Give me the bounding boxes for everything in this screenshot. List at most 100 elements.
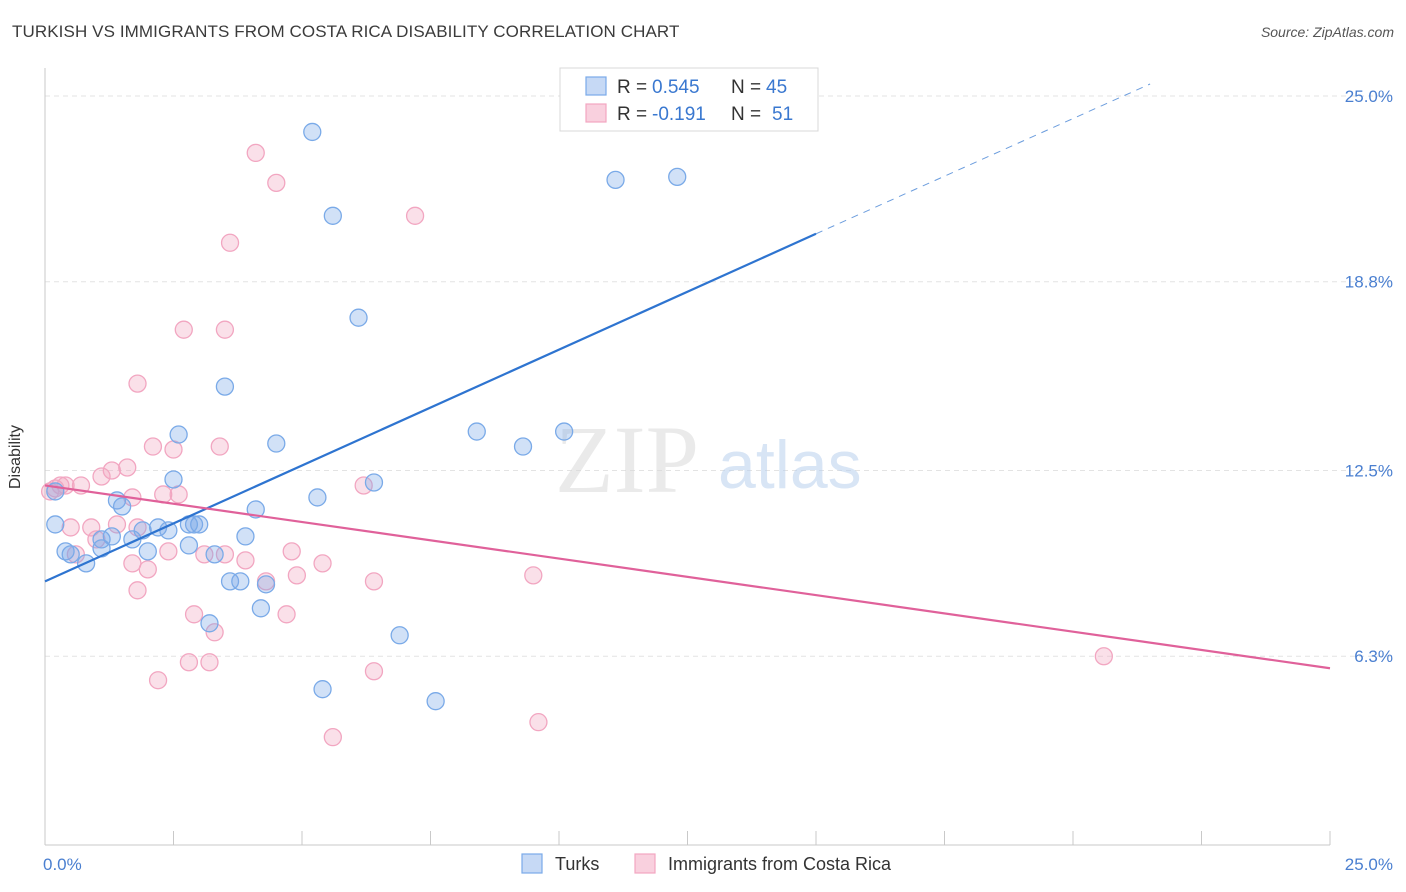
turks-point [169, 425, 188, 444]
turks-point [102, 527, 121, 546]
costa-rica-point [148, 671, 168, 690]
chart-source: Source: ZipAtlas.com [1260, 24, 1394, 40]
costa-rica-point [236, 551, 255, 570]
costa-rica-point [313, 554, 332, 573]
turks-point [164, 470, 183, 489]
costa-rica-point [323, 727, 342, 747]
costa-rica-point [184, 605, 204, 624]
turks-point [138, 542, 157, 561]
y-tick-label: 18.8% [1345, 273, 1393, 292]
costa-rica-point [138, 560, 157, 579]
turks-point [179, 536, 199, 555]
x-tick-label-max: 25.0% [1345, 855, 1393, 874]
costa-rica-point [128, 581, 147, 600]
costa-rica-point [287, 566, 307, 585]
bottom-legend-swatch-costa-rica [634, 853, 656, 874]
turks-point [513, 437, 533, 456]
costa-rica-point [282, 542, 301, 561]
costa-rica-point [87, 530, 106, 549]
costa-rica-point [364, 662, 384, 681]
costa-rica-point [267, 173, 286, 193]
costa-rica-point [128, 518, 147, 537]
turks-point [323, 206, 342, 225]
legend-n-value-0: 45 [766, 77, 787, 98]
trend-lines [44, 83, 1331, 670]
chart-title: TURKISH VS IMMIGRANTS FROM COSTA RICA DI… [12, 22, 680, 41]
turks-point [267, 434, 286, 453]
turks-trend-line [44, 232, 817, 583]
turks-point [190, 515, 209, 534]
y-tick-label: 25.0% [1345, 87, 1393, 106]
costa-rica-point [524, 566, 543, 585]
turks-point [256, 575, 276, 594]
series-legend: Turks Immigrants from Costa Rica [521, 853, 892, 874]
y-tick-label: 12.5% [1345, 461, 1393, 480]
legend-n-label-1: N = [731, 104, 761, 125]
legend-r-value-0: 0.545 [652, 77, 700, 98]
turks-point [184, 515, 204, 534]
x-tick-label-min: 0.0% [43, 855, 82, 874]
turks-point [112, 497, 132, 516]
turks-point [308, 488, 327, 507]
watermark: ZIP atlas [555, 406, 862, 513]
legend-r-label-0: R = [617, 77, 647, 98]
costa-rica-point [123, 554, 142, 573]
legend-n-label-0: N = [731, 77, 761, 98]
turks-point [668, 167, 687, 187]
turks-point [606, 170, 625, 190]
series-turks-points [46, 107, 687, 711]
costa-rica-point [61, 518, 80, 537]
costa-rica-point [118, 458, 137, 477]
turks-point [303, 122, 322, 142]
turks-point [56, 542, 75, 561]
costa-rica-trend-line [44, 484, 1331, 670]
turks-point [390, 626, 409, 645]
costa-rica-point [354, 476, 373, 495]
tick-labels: 6.3% 12.5% 18.8% 25.0% 0.0% 25.0% [43, 87, 1393, 874]
turks-point [251, 599, 271, 618]
costa-rica-point [215, 545, 235, 564]
turks-point [200, 614, 219, 633]
watermark-atlas: atlas [718, 427, 862, 503]
turks-point [220, 572, 240, 591]
turks-point [364, 473, 384, 492]
turks-point [246, 500, 265, 519]
costa-rica-point [246, 143, 265, 163]
costa-rica-point [205, 623, 224, 642]
turks-point [467, 422, 486, 441]
costa-rica-point [210, 437, 229, 456]
bottom-legend-swatch-turks [521, 853, 543, 874]
costa-rica-point [174, 320, 193, 339]
turks-point [426, 692, 445, 711]
turks-point [313, 680, 332, 699]
costa-rica-point [405, 206, 425, 225]
costa-rica-point [159, 542, 178, 561]
turks-point [159, 521, 178, 540]
turks-point [61, 545, 80, 564]
bottom-legend-label-turks: Turks [555, 854, 599, 874]
turks-point [215, 377, 235, 396]
legend-n-value-1: 51 [772, 104, 793, 125]
turks-trend-extension [815, 83, 1151, 235]
costa-rica-point [102, 461, 121, 480]
costa-rica-point [128, 374, 147, 393]
costa-rica-point [92, 467, 111, 486]
gridlines [45, 95, 1392, 657]
turks-point [554, 422, 574, 441]
legend-swatch-costa-rica [585, 103, 607, 123]
costa-rica-point [277, 605, 296, 624]
stats-legend: R = 0.545 N = 45 R = -0.191 N = 51 [559, 67, 819, 132]
watermark-zip: ZIP [555, 406, 699, 513]
costa-rica-point [66, 545, 85, 564]
bottom-legend-label-costa-rica: Immigrants from Costa Rica [668, 854, 892, 874]
turks-point [349, 308, 368, 327]
costa-rica-point [179, 653, 199, 672]
costa-rica-point [529, 713, 548, 732]
costa-rica-point [82, 518, 101, 537]
legend-r-label-1: R = [617, 104, 647, 125]
series-costa-rica-points [40, 143, 1113, 747]
costa-rica-point [215, 320, 235, 339]
costa-rica-point [195, 545, 214, 564]
costa-rica-point [1094, 647, 1113, 666]
